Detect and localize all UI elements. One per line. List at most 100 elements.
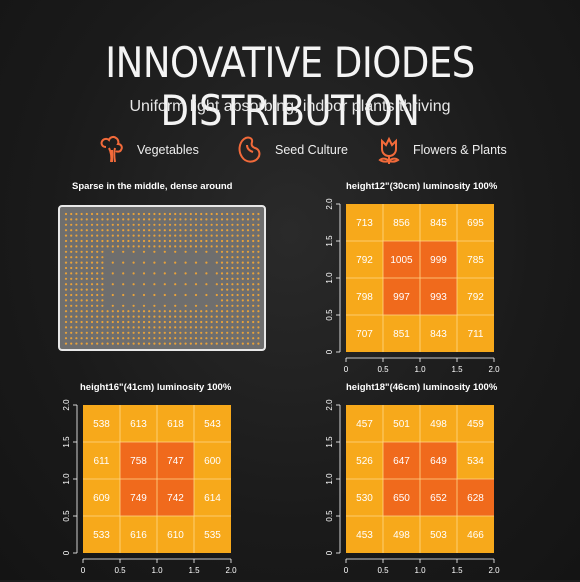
led-dot — [127, 331, 130, 334]
led-dot — [132, 239, 135, 243]
led-dot — [96, 299, 99, 302]
heatmap-cell — [457, 241, 494, 278]
heatmap-cell — [457, 442, 494, 479]
led-dot — [226, 239, 229, 243]
led-dot — [220, 299, 224, 302]
led-dot — [215, 304, 218, 307]
led-dot — [64, 331, 68, 334]
led-dot — [153, 239, 156, 243]
led-dot — [241, 326, 244, 329]
cell-value: 459 — [467, 419, 484, 430]
led-dot — [106, 337, 109, 340]
led-dot — [226, 250, 229, 253]
x-tick-label: 0 — [344, 365, 349, 374]
led-dot — [64, 299, 68, 302]
led-dot — [85, 218, 88, 221]
led-dot — [142, 212, 146, 216]
led-dot — [158, 218, 161, 221]
led-dot — [257, 239, 260, 243]
led-dot — [137, 315, 140, 318]
led-dot — [220, 229, 224, 232]
led-dot — [220, 326, 224, 329]
led-dot — [96, 342, 99, 345]
led-dot — [200, 245, 203, 248]
cell-value: 613 — [130, 419, 147, 430]
led-dot — [163, 320, 166, 324]
led-dot — [226, 229, 229, 232]
led-dot — [241, 337, 244, 340]
led-dot — [168, 218, 172, 221]
x-tick-label: 1.0 — [414, 566, 426, 575]
led-dot — [132, 229, 135, 232]
led-dot — [205, 331, 208, 334]
led-dot — [210, 229, 213, 232]
led-dot — [142, 218, 146, 221]
x-tick-label: 0.5 — [377, 566, 389, 575]
led-dot — [220, 342, 224, 345]
led-dot — [96, 261, 99, 264]
led-dot — [111, 342, 114, 345]
led-dot — [200, 326, 203, 329]
led-dot — [231, 326, 234, 329]
led-dot — [231, 315, 234, 318]
led-dot — [96, 304, 99, 307]
led-dot — [122, 310, 125, 313]
led-dot — [70, 326, 73, 329]
heatmap-cell — [383, 241, 420, 278]
heatmap-cell — [457, 405, 494, 442]
led-dot — [142, 272, 146, 275]
led-dot — [158, 212, 161, 216]
heatmap-cell — [346, 405, 383, 442]
led-dot — [96, 288, 99, 291]
led-dot — [85, 250, 88, 253]
led-dot — [80, 293, 83, 297]
led-dot — [122, 272, 125, 275]
led-dot — [85, 272, 88, 275]
led-dot — [70, 234, 73, 237]
led-dot — [236, 299, 239, 302]
led-dot — [153, 229, 156, 232]
led-dot — [168, 245, 172, 248]
led-dot — [122, 283, 125, 286]
cell-value: 711 — [468, 329, 484, 340]
heatmap-title-30cm: height12"(30cm) luminosity 100% — [346, 181, 498, 192]
led-dot — [215, 234, 218, 237]
led-dot — [257, 223, 260, 226]
heatmap-cell — [457, 204, 494, 241]
led-dot — [174, 293, 177, 297]
led-dot — [179, 212, 182, 216]
x-tick-label: 2.0 — [225, 566, 237, 575]
led-dot — [174, 283, 177, 286]
led-dot — [205, 261, 208, 264]
led-dot — [252, 256, 255, 259]
led-dot — [96, 326, 99, 329]
led-dot — [85, 315, 88, 318]
led-dot — [205, 293, 208, 297]
led-dot — [142, 229, 146, 232]
led-dot — [96, 229, 99, 232]
led-dot — [179, 310, 182, 313]
cell-value: 457 — [356, 419, 373, 430]
led-dot — [246, 320, 250, 324]
flower-icon — [378, 136, 400, 164]
heatmap-cell — [83, 516, 120, 553]
led-dot — [132, 212, 135, 216]
led-dot — [70, 310, 73, 313]
led-dot — [70, 256, 73, 259]
led-dot — [231, 250, 234, 253]
led-dot — [90, 283, 94, 286]
led-dot — [174, 326, 177, 329]
led-dot — [101, 245, 104, 248]
led-dot — [90, 342, 94, 345]
led-dot — [96, 239, 99, 243]
led-dot — [236, 212, 239, 216]
led-dot — [122, 223, 125, 226]
led-dot — [236, 315, 239, 318]
led-dot — [127, 320, 130, 324]
led-dot — [106, 320, 109, 324]
led-dot — [75, 277, 78, 280]
led-dot — [205, 234, 208, 237]
led-dot — [90, 256, 94, 259]
led-dot — [252, 288, 255, 291]
led-dot — [90, 320, 94, 324]
